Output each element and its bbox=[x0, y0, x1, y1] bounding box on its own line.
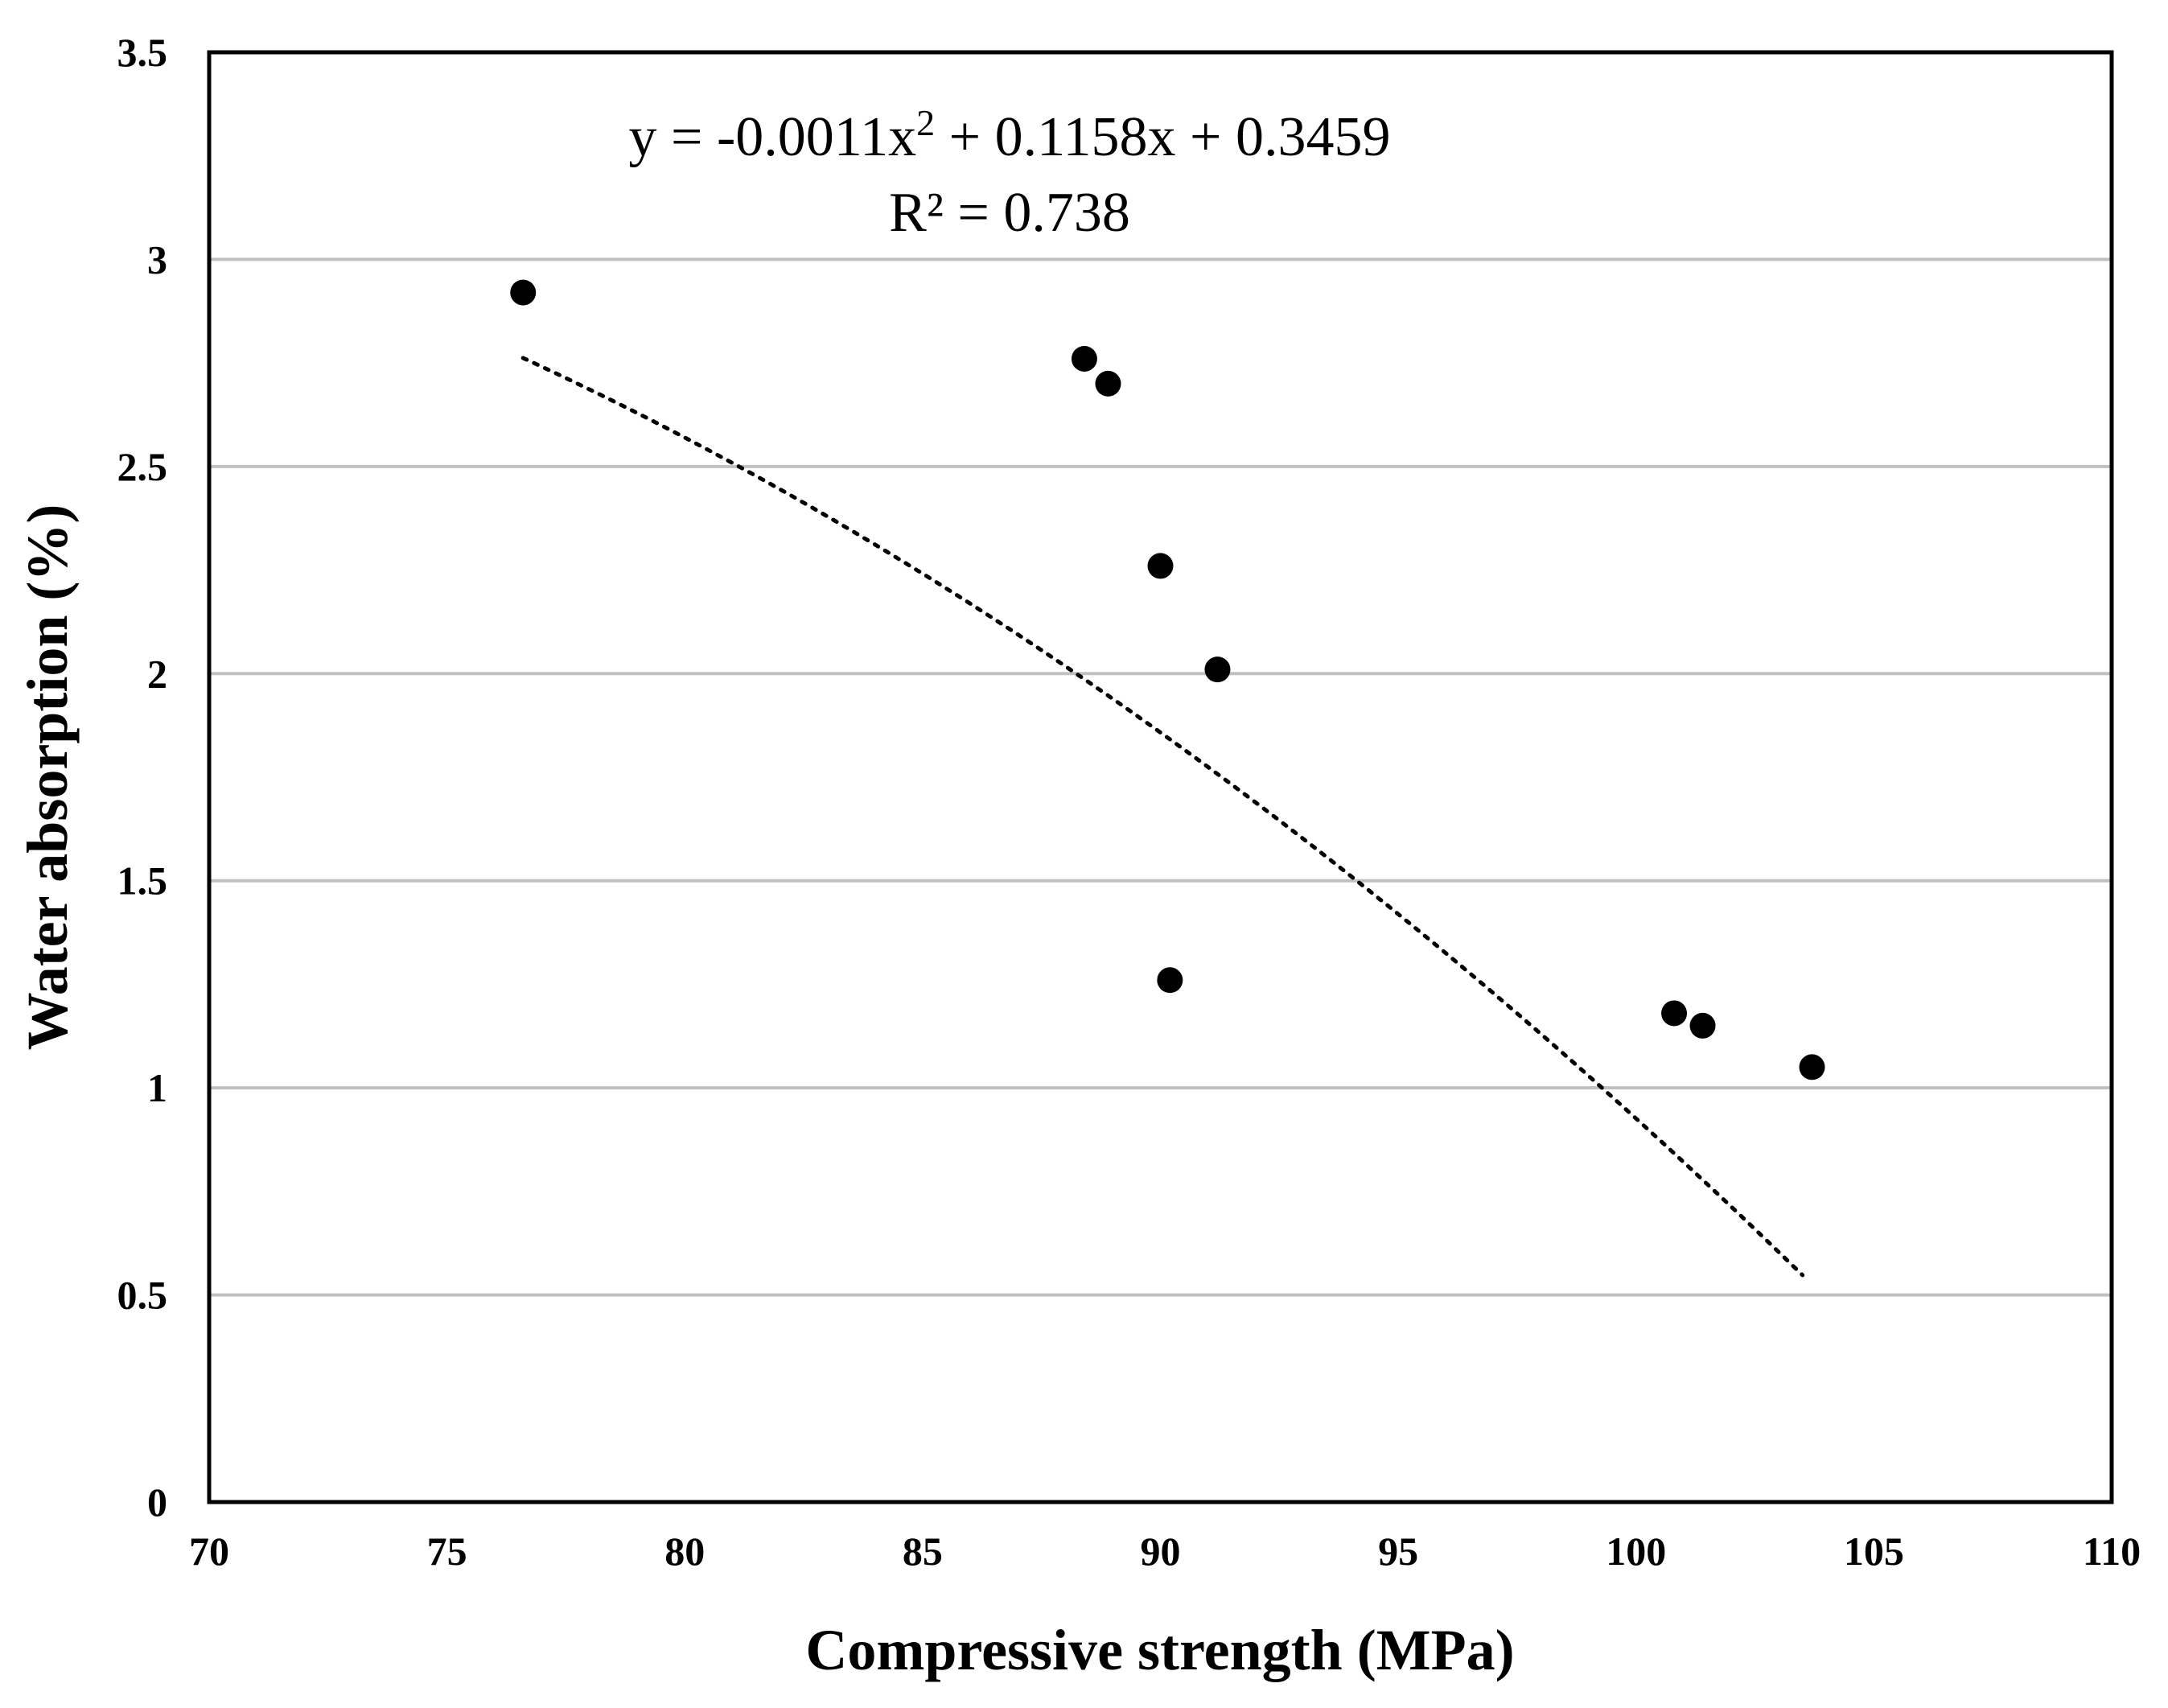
y-tick-label: 1 bbox=[147, 1065, 167, 1110]
data-point bbox=[1689, 1012, 1716, 1039]
data-points bbox=[510, 279, 1825, 1080]
data-point bbox=[1799, 1054, 1825, 1080]
x-tick-label: 75 bbox=[427, 1529, 467, 1574]
x-tick-label: 90 bbox=[1141, 1529, 1181, 1574]
trendline bbox=[520, 356, 1805, 1278]
y-tick-label: 2.5 bbox=[117, 444, 168, 489]
y-tick-label: 0 bbox=[147, 1480, 167, 1525]
x-axis-ticks: 70 75 80 85 90 95 100 105 110 bbox=[189, 1529, 2141, 1574]
y-tick-label: 2 bbox=[147, 651, 167, 696]
y-tick-label: 1.5 bbox=[117, 858, 168, 903]
y-tick-label: 3.5 bbox=[117, 30, 168, 75]
data-point bbox=[1661, 1000, 1688, 1027]
y-tick-label: 3 bbox=[147, 237, 167, 282]
gridlines bbox=[209, 257, 2112, 1297]
y-axis-ticks: 0 0.5 1 1.5 2 2.5 3 3.5 bbox=[117, 30, 168, 1525]
x-tick-label: 70 bbox=[189, 1529, 229, 1574]
trendline-equation: y = -0.0011x2 + 0.1158x + 0.3459 bbox=[628, 102, 1390, 169]
plot-area-frame bbox=[207, 50, 2114, 1504]
x-tick-label: 85 bbox=[903, 1529, 943, 1574]
data-point bbox=[510, 279, 537, 306]
r-squared-label: R² = 0.738 bbox=[889, 182, 1130, 244]
data-point bbox=[1095, 370, 1121, 397]
data-point bbox=[1204, 656, 1231, 683]
x-tick-label: 80 bbox=[664, 1529, 705, 1574]
x-tick-label: 100 bbox=[1606, 1529, 1666, 1574]
y-axis-title: Water absorption (%) bbox=[15, 504, 80, 1051]
data-point bbox=[1157, 967, 1183, 994]
data-point bbox=[1071, 345, 1097, 372]
x-tick-label: 95 bbox=[1378, 1529, 1418, 1574]
x-axis-title: Compressive strength (MPa) bbox=[805, 1618, 1514, 1682]
x-tick-label: 105 bbox=[1844, 1529, 1904, 1574]
y-tick-label: 0.5 bbox=[117, 1273, 168, 1318]
x-tick-label: 110 bbox=[2083, 1529, 2141, 1574]
data-point bbox=[1147, 553, 1174, 579]
